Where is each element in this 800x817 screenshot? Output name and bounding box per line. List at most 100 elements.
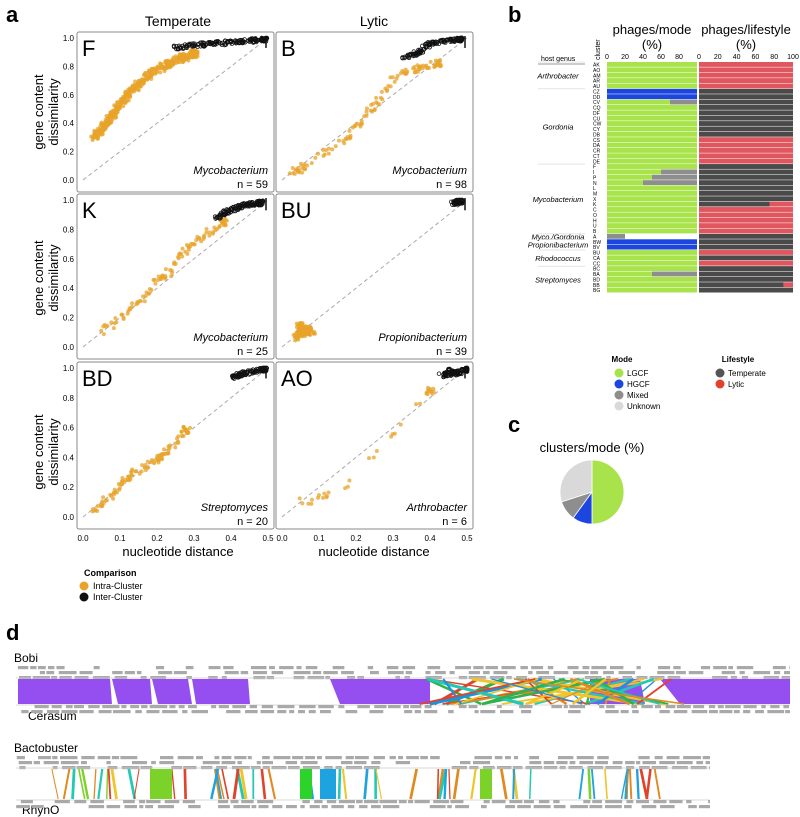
intra-point <box>428 389 433 394</box>
intra-point <box>158 70 163 75</box>
intra-point <box>201 236 206 241</box>
inter-point <box>458 38 464 44</box>
intra-point <box>126 98 131 103</box>
synteny-link <box>442 678 463 705</box>
gene-block <box>258 805 269 809</box>
row-ylabel-3: gene content dissimilarity <box>31 414 61 490</box>
gene-block <box>321 805 328 809</box>
intra-point <box>425 66 430 71</box>
inter-point <box>175 46 180 51</box>
synteny-link <box>375 768 382 800</box>
mode-legend-label: Unknown <box>627 402 660 411</box>
gene-block <box>51 705 62 709</box>
gene-block <box>563 705 568 709</box>
gene-block <box>398 800 407 804</box>
cluster-label: CY <box>593 127 601 133</box>
inter-point <box>237 205 243 210</box>
gene-block <box>395 761 411 765</box>
mode-bar-lgcf <box>607 115 697 121</box>
inter-point <box>436 371 442 376</box>
intra-point <box>126 474 131 479</box>
mode-bar-lgcf <box>607 255 697 261</box>
panel-letter-c: c <box>508 412 520 437</box>
gene-block <box>354 756 369 760</box>
gene-block <box>700 666 711 670</box>
gene-block <box>618 671 636 675</box>
gene-block <box>696 761 703 765</box>
synteny-link <box>106 768 109 800</box>
gene-block <box>612 761 623 765</box>
mode-bar-lgcf <box>607 131 697 137</box>
intra-point <box>386 84 391 89</box>
cluster-label: AR <box>593 79 600 85</box>
cluster-label: DA <box>593 143 601 149</box>
inter-point <box>249 39 254 44</box>
gene-block <box>325 756 342 760</box>
inter-point <box>432 41 437 46</box>
gene-block <box>583 800 591 804</box>
gene-block <box>529 756 540 760</box>
y-tick-label: 0.2 <box>63 148 75 157</box>
lifestyle-bar-lytic <box>699 62 793 67</box>
ylabel-line1: gene content <box>31 240 46 316</box>
gene-block <box>705 761 710 765</box>
intra-point <box>372 107 377 112</box>
gene-block <box>382 805 400 809</box>
inter-point <box>417 50 423 55</box>
gene-block <box>79 710 94 714</box>
y-tick-label: 0.8 <box>63 225 75 234</box>
synteny-link <box>337 768 342 800</box>
synteny-link <box>71 768 76 800</box>
intra-cluster-points <box>297 385 436 506</box>
scatter-panel-F: 0.0 0.2 0.4 0.6 0.8 1.0 F Mycobacterium n = 59 <box>63 31 275 193</box>
gene-block <box>345 756 354 760</box>
gene-block <box>569 705 586 709</box>
bactobuster-gene-track <box>16 756 710 770</box>
mode-title: phages/mode <box>613 22 692 37</box>
intra-point <box>305 163 310 168</box>
mode-bar-lgcf <box>607 266 697 272</box>
host-group-label: Mycobacterium <box>533 195 584 204</box>
mode-bar-lgcf <box>607 260 697 266</box>
gene-block <box>33 761 40 765</box>
synteny-link <box>499 768 508 800</box>
synteny-block-purple <box>18 679 112 704</box>
gene-block <box>16 805 30 809</box>
intra-point <box>364 109 369 114</box>
gene-block <box>631 705 638 709</box>
gene-block <box>698 805 710 809</box>
lifestyle-x-tick: 40 <box>733 54 741 61</box>
gene-block <box>338 705 345 709</box>
intra-point <box>369 102 374 107</box>
intra-point <box>202 233 207 238</box>
gene-block <box>676 761 693 765</box>
inter-point <box>240 40 246 46</box>
gene-block <box>326 800 337 804</box>
gene-block <box>182 800 196 804</box>
lifestyle-bar-temperate <box>699 169 793 175</box>
gene-block <box>257 800 274 804</box>
intra-point <box>130 473 135 478</box>
gene-block <box>160 756 174 760</box>
gene-block <box>277 705 295 709</box>
mode-bar-lgcf <box>607 67 697 73</box>
y-tick-label: 0.6 <box>63 91 75 100</box>
gene-block <box>52 756 58 760</box>
y-tick-label: 0.2 <box>63 314 75 323</box>
inter-point <box>178 45 184 51</box>
n-label: n = 59 <box>237 179 268 191</box>
lifestyle-bar-temperate <box>699 115 793 121</box>
synteny-block <box>300 769 312 799</box>
genome-name-bobi: Bobi <box>14 651 38 665</box>
intra-point <box>168 443 173 448</box>
intra-point <box>125 90 130 95</box>
panel-frame <box>76 361 275 530</box>
cluster-label: C <box>593 208 597 214</box>
synteny-link <box>171 768 176 800</box>
mode-bar-lgcf <box>607 287 697 293</box>
intra-point <box>181 434 186 439</box>
gene-block <box>65 705 73 709</box>
intra-point <box>287 171 292 176</box>
x-tick-label: 0.1 <box>114 534 126 543</box>
